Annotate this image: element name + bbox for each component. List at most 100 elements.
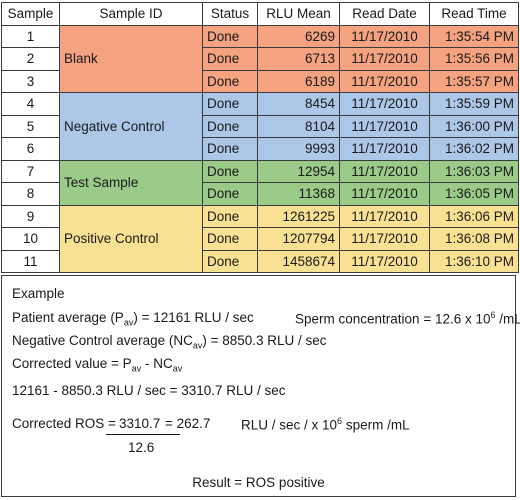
rlu-mean-cell: 1261225 <box>257 204 340 228</box>
sample-id-cell: Negative Control <box>59 92 203 161</box>
status-cell: Done <box>202 47 258 71</box>
table-row: 11 Done 1458674 11/17/2010 1:36:10 PM <box>1 249 519 273</box>
read-time-cell: 1:35:54 PM <box>429 24 519 48</box>
status-cell: Done <box>202 159 258 183</box>
status-cell: Done <box>202 92 258 116</box>
sample-number-cell: 2 <box>1 47 60 71</box>
header-row: Sample Sample ID Status RLU Mean Read Da… <box>1 2 519 26</box>
read-time-cell: 1:36:00 PM <box>429 114 519 138</box>
rlu-mean-cell: 9993 <box>257 137 340 161</box>
sample-number-cell: 11 <box>1 249 60 273</box>
negative-control-average-sub: av <box>192 340 203 351</box>
read-time-cell: 1:36:10 PM <box>429 249 519 273</box>
table-body: 1 Blank Done 6269 11/17/2010 1:35:54 PM 2 Done 6… <box>1 24 519 273</box>
read-date-cell: 11/17/2010 <box>339 204 430 228</box>
sample-number-cell: 1 <box>1 24 60 48</box>
patient-average-sub: av <box>123 317 134 328</box>
read-time-cell: 1:35:57 PM <box>429 69 519 93</box>
table-row: 4 Negative Control Done 8454 11/17/2010 1:35:… <box>1 92 519 161</box>
read-date-cell: 11/17/2010 <box>339 114 430 138</box>
read-date-cell: 11/17/2010 <box>339 137 430 161</box>
header-status: Status <box>202 2 258 26</box>
read-date-cell: 11/17/2010 <box>339 227 430 251</box>
corrected-value-sub-pav: av <box>131 363 142 374</box>
corrected-ros-label: Corrected ROS = <box>12 416 116 431</box>
status-cell: Done <box>202 182 258 206</box>
patient-average-text: Patient average (P <box>12 310 124 325</box>
sample-number-cell: 7 <box>1 159 60 183</box>
ros-numerator: 3310.7 <box>119 416 161 431</box>
status-cell: Done <box>202 114 258 138</box>
read-date-cell: 11/17/2010 <box>339 249 430 273</box>
corrected-value-line: Corrected value = Pav - NCav <box>12 356 182 374</box>
table-row: 5 Done 8104 11/17/2010 1:36:00 PM <box>1 114 519 138</box>
status-cell: Done <box>202 24 258 48</box>
negative-control-average-line: Negative Control average (NCav) = 8850.3… <box>12 333 327 351</box>
sample-number-cell: 9 <box>1 204 60 228</box>
table-row: 7 Test Sample Done 12954 11/17/2010 1:36:03 P… <box>1 159 519 206</box>
read-time-cell: 1:36:02 PM <box>429 137 519 161</box>
fraction-bar <box>106 434 180 435</box>
read-time-cell: 1:36:06 PM <box>429 204 519 228</box>
rlu-mean-cell: 8104 <box>257 114 340 138</box>
read-date-cell: 11/17/2010 <box>339 24 430 48</box>
sample-number-cell: 4 <box>1 92 60 116</box>
patient-average-line: Patient average (Pav) = 12161 RLU / sec <box>12 310 254 328</box>
rlu-mean-cell: 11368 <box>257 182 340 206</box>
table-row: 10 Done 1207794 11/17/2010 1:36:08 PM <box>1 227 519 251</box>
rlu-mean-cell: 1458674 <box>257 249 340 273</box>
ros-equals-value: = 262.7 <box>165 416 211 431</box>
rlu-mean-cell: 6269 <box>257 24 340 48</box>
sample-id-cell: Blank <box>59 24 203 93</box>
header-sample-id: Sample ID <box>59 2 203 26</box>
sample-number-cell: 6 <box>1 137 60 161</box>
rlu-mean-cell: 6189 <box>257 69 340 93</box>
table-row: 8 Done 11368 11/17/2010 1:36:05 PM <box>1 182 519 206</box>
table-row: 1 Blank Done 6269 11/17/2010 1:35:54 PM <box>1 24 519 93</box>
header-read-time: Read Time <box>429 2 519 26</box>
rlu-mean-cell: 6713 <box>257 47 340 71</box>
sample-id-cell: Positive Control <box>59 204 203 273</box>
table-row: 6 Done 9993 11/17/2010 1:36:02 PM <box>1 137 519 161</box>
sample-number-cell: 8 <box>1 182 60 206</box>
rlu-mean-cell: 8454 <box>257 92 340 116</box>
header-sample: Sample <box>1 2 60 26</box>
sperm-concentration-unit: /mL <box>495 311 520 327</box>
negative-control-average-text: Negative Control average (NC <box>12 333 193 348</box>
ros-units-suffix: sperm /mL <box>342 417 410 433</box>
read-date-cell: 11/17/2010 <box>339 182 430 206</box>
corrected-value-minus: - NC <box>141 356 173 371</box>
header-read-date: Read Date <box>339 2 430 26</box>
ros-units: RLU / sec / x 106 sperm /mL <box>241 416 410 433</box>
sample-number-cell: 5 <box>1 114 60 138</box>
status-cell: Done <box>202 204 258 228</box>
read-date-cell: 11/17/2010 <box>339 159 430 183</box>
ros-denominator: 12.6 <box>128 440 155 455</box>
sample-number-cell: 10 <box>1 227 60 251</box>
rlu-mean-cell: 12954 <box>257 159 340 183</box>
corrected-value-sub-ncav: av <box>172 363 183 374</box>
result-line: Result = ROS positive <box>192 475 325 490</box>
read-date-cell: 11/17/2010 <box>339 92 430 116</box>
sperm-concentration-exp: 6 <box>490 310 496 320</box>
sample-id-cell: Test Sample <box>59 159 203 206</box>
status-cell: Done <box>202 137 258 161</box>
read-date-cell: 11/17/2010 <box>339 47 430 71</box>
calculation-line: 12161 - 8850.3 RLU / sec = 3310.7 RLU / … <box>12 383 286 398</box>
table-row: 9 Positive Control Done 1261225 11/17/2010 1:… <box>1 204 519 273</box>
read-time-cell: 1:35:59 PM <box>429 92 519 116</box>
sperm-concentration-text: Sperm concentration = 12.6 x 10 <box>295 311 491 327</box>
status-cell: Done <box>202 227 258 251</box>
sample-number-cell: 3 <box>1 69 60 93</box>
read-time-cell: 1:35:56 PM <box>429 47 519 71</box>
read-date-cell: 11/17/2010 <box>339 69 430 93</box>
read-time-cell: 1:36:05 PM <box>429 182 519 206</box>
sperm-concentration-line: Sperm concentration = 12.6 x 106 /mL <box>295 310 520 327</box>
status-cell: Done <box>202 69 258 93</box>
example-heading: Example <box>12 286 65 301</box>
negative-control-average-value: ) = 8850.3 RLU / sec <box>202 333 327 348</box>
corrected-value-text: Corrected value = P <box>12 356 132 371</box>
patient-average-value: ) = 12161 RLU / sec <box>133 310 254 325</box>
read-time-cell: 1:36:08 PM <box>429 227 519 251</box>
header-rlu-mean: RLU Mean <box>257 2 340 26</box>
